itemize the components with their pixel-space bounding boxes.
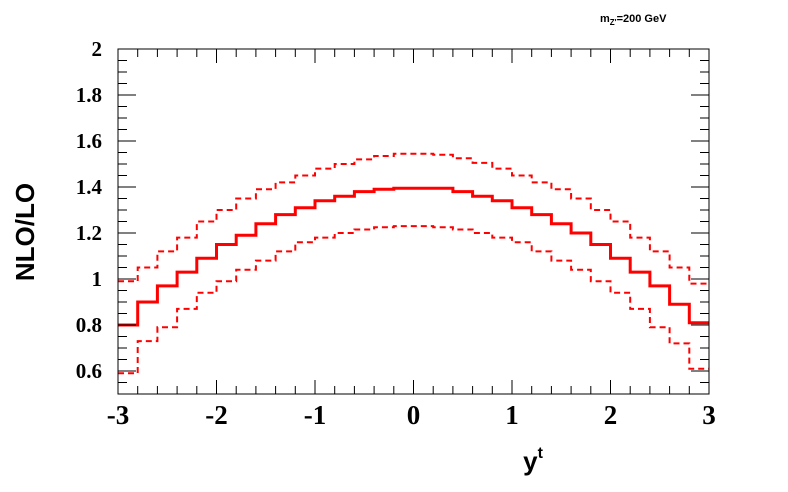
y-tick-label: 0.8	[76, 313, 102, 337]
x-tick-label: 0	[407, 400, 421, 430]
y-tick-label: 1.4	[76, 175, 103, 199]
y-tick-labels: 0.6 0.8 1 1.2 1.4 1.6 1.8 2	[76, 37, 103, 383]
x-tick-label: 2	[604, 400, 618, 430]
series-lower-band	[118, 225, 709, 375]
y-axis-label: NLO/LO	[10, 183, 40, 281]
y-tick-label: 1.2	[76, 221, 102, 245]
x-axis-label-main: y	[523, 446, 538, 476]
axis-ticks-group	[117, 48, 710, 395]
histogram-series-group	[118, 152, 709, 375]
x-tick-label: -1	[304, 400, 327, 430]
y-tick-label: 1.6	[76, 129, 102, 153]
x-tick-label: 1	[505, 400, 519, 430]
series-upper-band	[118, 152, 709, 285]
y-tick-label: 2	[92, 37, 103, 61]
x-tick-labels: -3 -2 -1 0 1 2 3	[107, 400, 716, 430]
x-tick-label: -3	[107, 400, 130, 430]
x-axis-label-sup: t	[538, 445, 544, 462]
annotation-sub: Z'	[610, 18, 617, 27]
annotation-main: m	[600, 13, 610, 25]
x-tick-label: -2	[205, 400, 228, 430]
y-tick-label: 1	[92, 267, 103, 291]
x-tick-label: 3	[702, 400, 716, 430]
annotation-rest: =200 GeV	[617, 13, 668, 25]
y-tick-label: 0.6	[76, 359, 102, 383]
x-axis-label: yt	[523, 445, 543, 476]
annotation-text: mZ'=200 GeV	[600, 13, 667, 27]
series-central	[118, 186, 709, 327]
y-tick-label: 1.8	[76, 83, 102, 107]
